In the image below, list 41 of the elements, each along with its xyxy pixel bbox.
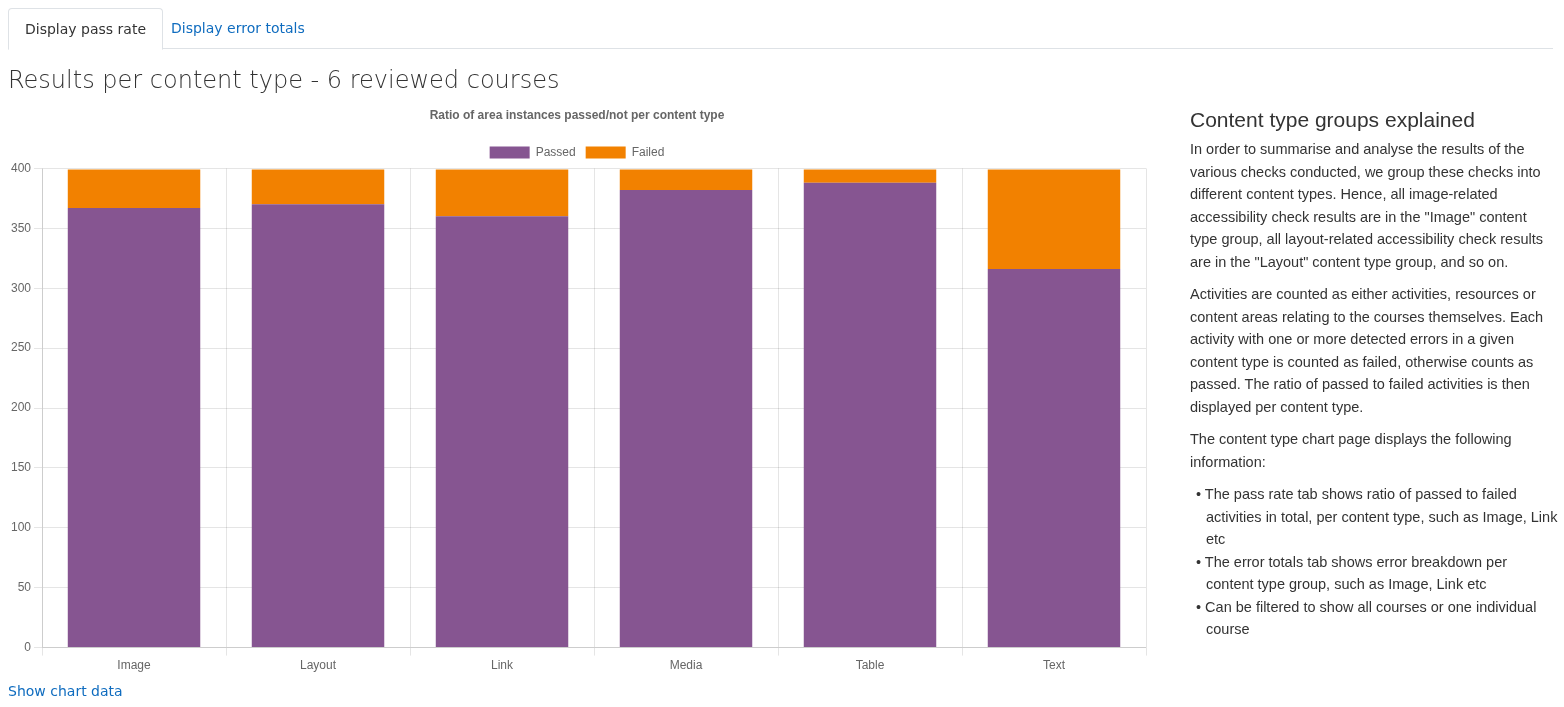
y-tick-label: 250	[10, 340, 32, 355]
y-tick-label: 300	[10, 280, 32, 295]
legend-label: Passed	[535, 144, 576, 159]
bar	[251, 204, 385, 648]
y-tick-label: 0	[24, 639, 32, 654]
text: Activities are counted as either activities, resources or content areas relating to the courses themselves. Each activity with one or more detected errors in a given content type is counted as failed, otherwise counts as passed. The ratio of passed to failed activities is then displayed per content type.	[1190, 285, 1545, 417]
x-tick-label: Text	[1042, 658, 1066, 673]
legend-label: Failed	[631, 144, 665, 159]
bar	[67, 169, 201, 208]
text: In order to summarise and analyse the results of the various checks conducted, we group these checks into different content types. Hence, all image-related accessibility check results are in the "Image" content type group, all layout-related accessibility check results are in the "Layout" content type group, and so on.	[1190, 140, 1544, 272]
bar	[803, 182, 937, 648]
text: • The error totals tab shows error breakdown per content type group, such as Image, Link etc	[1196, 552, 1509, 594]
x-tick-label: Table	[855, 658, 885, 673]
bar	[803, 169, 937, 183]
bar	[435, 216, 569, 648]
bar	[67, 207, 201, 648]
text: Show chart data	[8, 683, 123, 699]
bar	[987, 169, 1121, 270]
y-tick-label: 350	[10, 220, 32, 235]
bar	[619, 189, 753, 648]
text: Results per content type - 6 reviewed courses	[8, 66, 560, 94]
x-tick-label: Image	[117, 658, 152, 673]
x-tick-label: Layout	[300, 658, 337, 673]
text: Content type groups explained	[1190, 107, 1476, 133]
text: • The pass rate tab shows ratio of passed to failed activities in total, per content type, such as Image, Link etc	[1196, 485, 1558, 549]
text: The content type chart page displays the following information:	[1190, 430, 1513, 472]
bar	[619, 169, 753, 190]
bar	[987, 269, 1121, 648]
y-tick-label: 100	[10, 520, 32, 535]
text: Display pass rate	[8, 8, 163, 50]
text: • Can be filtered to show all courses or one individual course	[1196, 597, 1538, 639]
bar	[435, 169, 569, 217]
text: Display error totals	[170, 19, 306, 38]
y-tick-label: 150	[10, 460, 32, 475]
chart-title: Ratio of area instances passed/not per content type	[429, 107, 725, 122]
x-tick-label: Media	[669, 658, 703, 673]
bar	[251, 169, 385, 205]
y-tick-label: 200	[10, 400, 32, 415]
y-tick-label: 50	[17, 580, 32, 595]
y-tick-label: 400	[10, 160, 32, 175]
x-tick-label: Link	[491, 658, 515, 673]
